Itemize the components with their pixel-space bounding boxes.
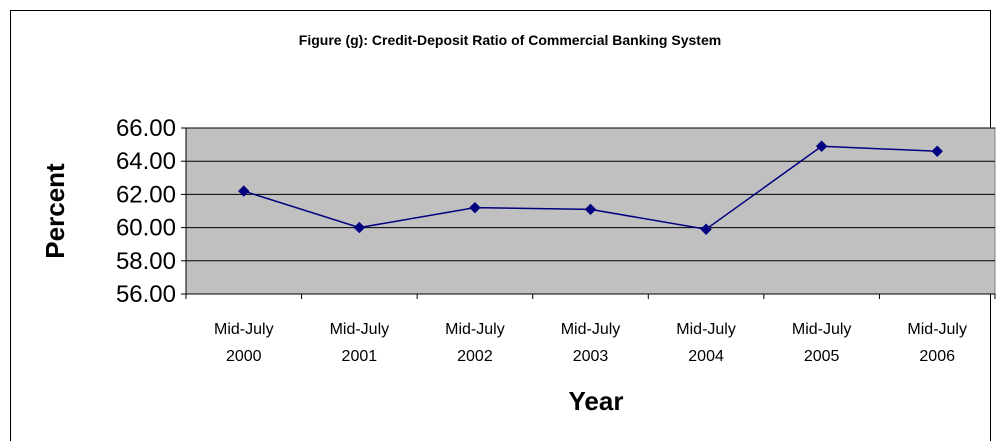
x-tick-label: 2006 xyxy=(919,348,955,365)
y-tick-label: 58.00 xyxy=(116,248,176,275)
data-point xyxy=(700,223,712,235)
y-tick-label: 56.00 xyxy=(116,281,176,308)
data-point xyxy=(238,185,250,197)
x-tick-label: Mid-July xyxy=(561,321,621,338)
x-tick-label: Mid-July xyxy=(330,321,390,338)
x-tick-label: 2005 xyxy=(804,348,840,365)
y-tick-label: 60.00 xyxy=(116,215,176,242)
data-point xyxy=(584,203,597,216)
x-tick-label: 2003 xyxy=(573,348,609,365)
x-tick-label: 2001 xyxy=(342,348,378,365)
grid-lines xyxy=(186,127,995,262)
data-point xyxy=(815,140,828,152)
series-layer xyxy=(238,140,943,235)
x-tick-label: Mid-July xyxy=(445,321,505,338)
x-tick-labels: Mid-July 2000 Mid-July 2001 Mid-July 2002 Mid-… xyxy=(214,321,967,365)
x-tick-label: Mid-July xyxy=(676,321,736,338)
data-point xyxy=(353,221,366,234)
y-tick-label: 62.00 xyxy=(116,181,176,208)
x-tick-label: Mid-July xyxy=(907,321,967,338)
x-tick-label: 2002 xyxy=(457,348,493,365)
data-point xyxy=(931,145,943,157)
y-tick-label: 64.00 xyxy=(116,148,176,175)
x-tick-label: Mid-July xyxy=(792,321,852,338)
axes xyxy=(181,127,996,299)
chart-title: Figure (g): Credit-Deposit Ratio of Comm… xyxy=(299,32,721,48)
y-tick-label: 66.00 xyxy=(116,115,176,142)
x-tick-label: Mid-July xyxy=(214,321,274,338)
data-point xyxy=(469,201,481,214)
y-tick-labels: 56.00 58.00 60.00 62.00 64.00 66.00 xyxy=(116,115,176,308)
x-tick-label: 2004 xyxy=(688,348,724,365)
x-tick-label: 2000 xyxy=(226,348,262,365)
x-axis-title: Year xyxy=(569,386,624,416)
y-axis-title: Percent xyxy=(40,163,70,259)
